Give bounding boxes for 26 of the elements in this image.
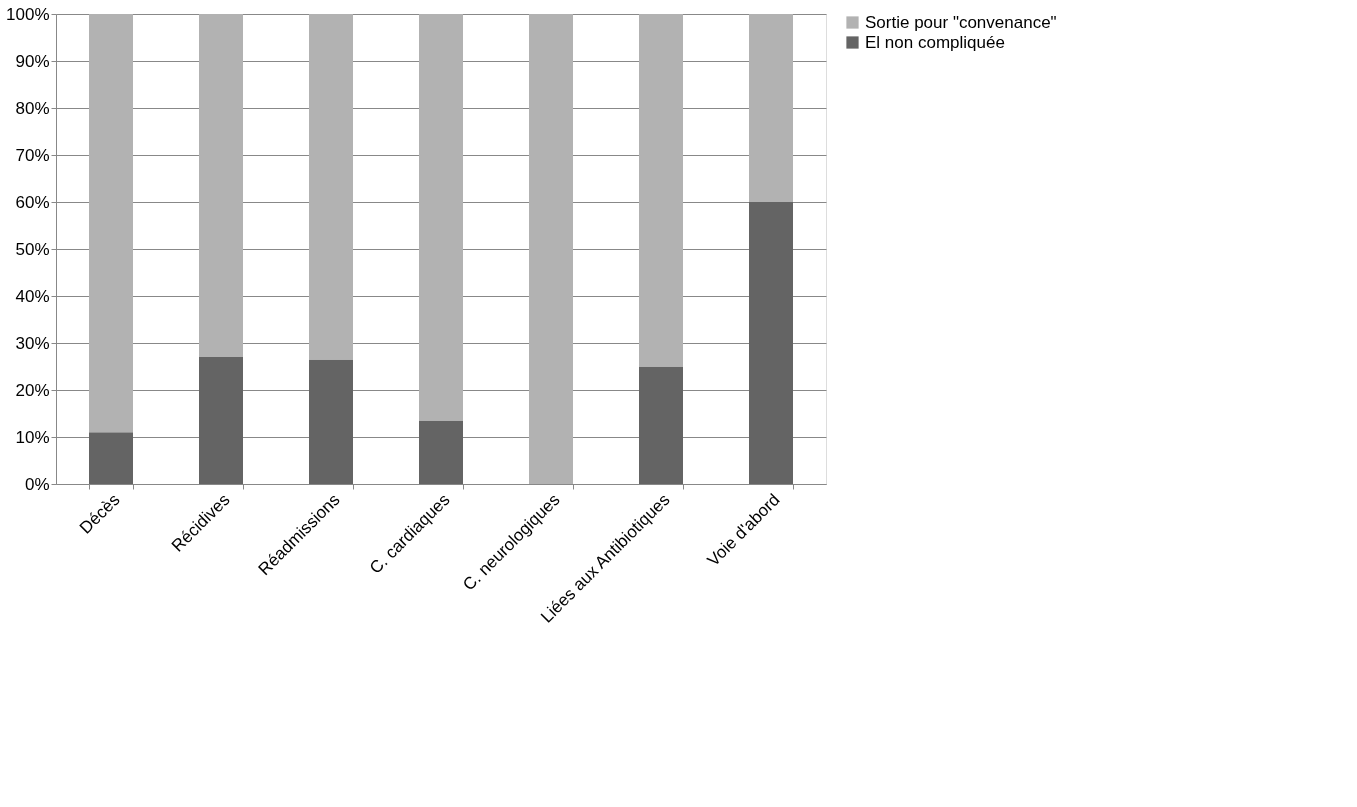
bar bbox=[199, 14, 243, 358]
y-tick-label: 30% bbox=[15, 333, 50, 353]
bar bbox=[199, 357, 243, 484]
y-tick-label: 50% bbox=[15, 239, 50, 259]
bar bbox=[419, 14, 463, 421]
y-tick-label: 100% bbox=[6, 4, 50, 24]
bar bbox=[639, 366, 683, 484]
bar bbox=[419, 420, 463, 484]
bar bbox=[639, 14, 683, 367]
legend-label: El non compliquée bbox=[865, 32, 1005, 52]
y-tick-label: 40% bbox=[15, 286, 50, 306]
y-tick-label: 10% bbox=[15, 427, 50, 447]
bar bbox=[749, 202, 793, 484]
y-tick-label: 70% bbox=[15, 145, 50, 165]
y-tick-label: 0% bbox=[24, 474, 50, 494]
y-tick-label: 60% bbox=[15, 192, 50, 212]
bar bbox=[749, 14, 793, 202]
bar bbox=[89, 14, 133, 433]
y-tick-label: 90% bbox=[15, 51, 50, 71]
legend-label: Sortie pour "convenance" bbox=[865, 12, 1057, 32]
bar bbox=[529, 14, 573, 484]
bar bbox=[309, 359, 353, 484]
bar bbox=[89, 432, 133, 484]
y-tick-label: 20% bbox=[15, 380, 50, 400]
bar bbox=[309, 14, 353, 360]
y-tick-label: 80% bbox=[15, 98, 50, 118]
